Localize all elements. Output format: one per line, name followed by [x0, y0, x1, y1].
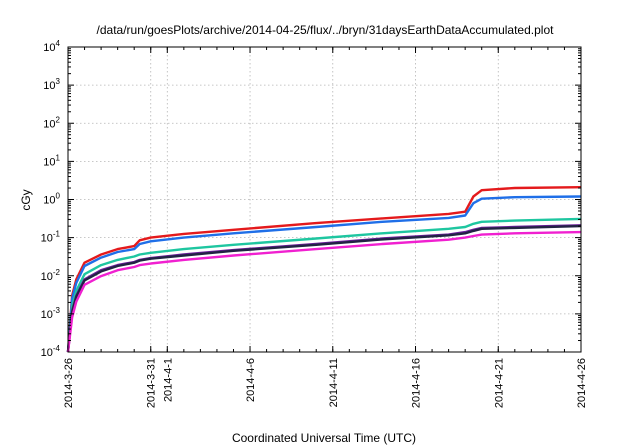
y-tick-label: 10-2 — [41, 268, 61, 283]
y-tick-base: 10 — [41, 233, 53, 245]
series-line-5 — [66, 224, 582, 353]
y-tick-base: 10 — [41, 347, 53, 359]
y-tick-exponent: -2 — [53, 268, 61, 277]
x-tick-label: 2014-4-16 — [411, 358, 423, 408]
y-tick-exponent: 0 — [56, 192, 61, 201]
y-tick-base: 10 — [43, 195, 55, 207]
x-tick-label: 2014-3-31 — [146, 358, 158, 408]
y-tick-exponent: 1 — [56, 153, 61, 162]
y-tick-exponent: -3 — [53, 306, 61, 315]
series-line-6 — [66, 230, 582, 353]
series-line-3 — [66, 217, 582, 353]
y-tick-label: 10-1 — [41, 230, 61, 245]
x-tick-label: 2014-4-26 — [576, 358, 588, 408]
y-tick-exponent: -1 — [53, 230, 61, 239]
y-tick-label: 10-4 — [41, 344, 61, 359]
y-tick-label: 103 — [43, 77, 60, 92]
x-tick-label: 2014-4-21 — [493, 358, 505, 408]
y-tick-exponent: 2 — [56, 115, 61, 124]
x-axis-title: Coordinated Universal Time (UTC) — [232, 431, 416, 445]
x-tick-label: 2014-4-11 — [328, 358, 340, 407]
y-tick-label: 104 — [43, 39, 60, 54]
y-tick-label: 102 — [43, 115, 60, 130]
y-tick-base: 10 — [43, 156, 55, 168]
x-tick-label: 2014-4-1 — [162, 358, 174, 402]
y-tick-base: 10 — [43, 118, 55, 130]
y-tick-base: 10 — [41, 271, 53, 283]
series-line-2 — [66, 195, 582, 353]
y-tick-base: 10 — [41, 309, 53, 321]
x-axis: 2014-3-26 2014-3-31 2014-4-1 2014-4-6 2014-4… — [63, 47, 588, 408]
grid — [68, 47, 581, 352]
x-tick-label: 2014-3-26 — [63, 358, 75, 408]
y-tick-label: 10-3 — [41, 306, 61, 321]
y-tick-label: 100 — [43, 192, 60, 207]
series-line-1 — [66, 186, 582, 353]
chart-title: /data/run/goesPlots/archive/2014-04-25/f… — [97, 23, 555, 37]
y-tick-label: 101 — [43, 153, 60, 168]
y-axis-title: cGy — [19, 189, 33, 210]
y-tick-exponent: 4 — [56, 39, 61, 48]
y-tick-base: 10 — [43, 42, 55, 54]
x-tick-label: 2014-4-6 — [245, 358, 257, 402]
y-tick-base: 10 — [43, 80, 55, 92]
series-group — [66, 186, 582, 353]
y-tick-exponent: 3 — [56, 77, 61, 86]
y-tick-exponent: -4 — [53, 344, 61, 353]
